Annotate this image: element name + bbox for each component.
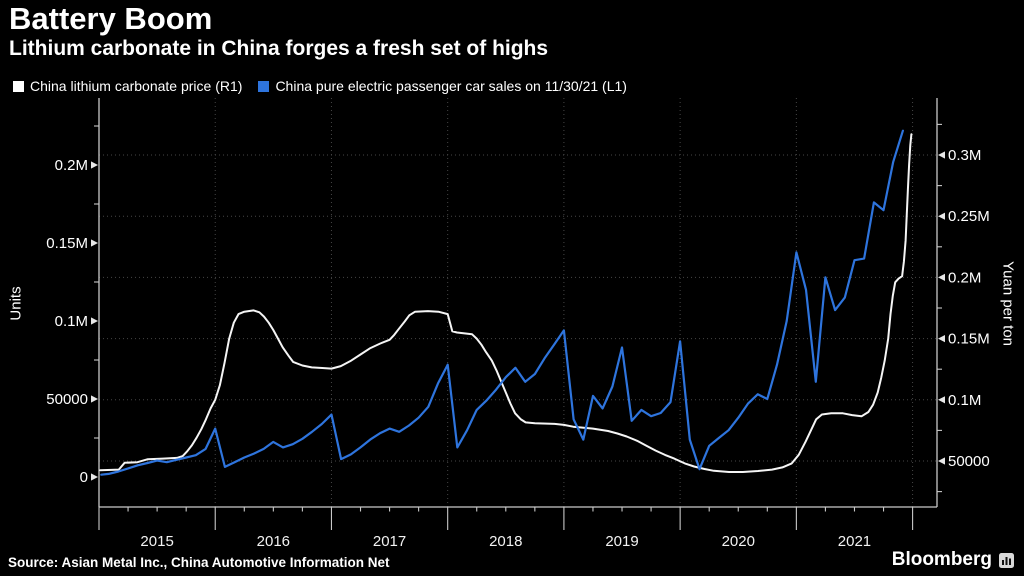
left-tick-arrow-icon <box>91 395 98 403</box>
chart-subtitle: Lithium carbonate in China forges a fres… <box>9 37 549 60</box>
right-tick-arrow-icon <box>938 396 945 404</box>
legend-item-sales: China pure electric passenger car sales … <box>258 78 627 94</box>
left-tick-label: 0.1M <box>55 313 88 330</box>
chart-legend: China lithium carbonate price (R1) China… <box>13 78 627 94</box>
left-tick-arrow-icon <box>91 473 98 481</box>
left-tick-arrow-icon <box>91 161 98 169</box>
right-tick-label: 50000 <box>948 453 990 470</box>
left-axis-title: Units <box>7 286 25 321</box>
right-tick-arrow-icon <box>938 151 945 159</box>
right-tick-arrow-icon <box>938 212 945 220</box>
left-tick-arrow-icon <box>91 317 98 325</box>
right-tick-label: 0.2M <box>948 269 981 286</box>
right-tick-label: 0.15M <box>948 331 990 348</box>
right-tick-arrow-icon <box>938 335 945 343</box>
left-tick-arrow-icon <box>91 239 98 247</box>
right-tick-label: 0.25M <box>948 208 990 225</box>
right-tick-arrow-icon <box>938 273 945 281</box>
right-tick-label: 0.1M <box>948 392 981 409</box>
left-tick-label: 50000 <box>46 391 88 408</box>
legend-label-sales: China pure electric passenger car sales … <box>275 78 627 94</box>
legend-swatch-sales-icon <box>258 80 270 92</box>
right-tick-arrow-icon <box>938 457 945 465</box>
year-label: 2021 <box>838 533 871 550</box>
left-tick-label: 0.15M <box>46 235 88 252</box>
year-label: 2020 <box>722 533 755 550</box>
page-title: Battery Boom <box>9 1 213 36</box>
year-label: 2018 <box>489 533 522 550</box>
year-label: 2015 <box>140 533 173 550</box>
right-axis-title: Yuan per ton <box>999 260 1017 347</box>
left-tick-label: 0.2M <box>55 157 88 174</box>
legend-label-price: China lithium carbonate price (R1) <box>30 78 243 94</box>
bloomberg-wordmark: Bloomberg <box>891 549 992 570</box>
left-tick-label: 0 <box>80 469 88 486</box>
price-line <box>99 133 913 473</box>
bloomberg-terminal-icon <box>999 552 1014 568</box>
year-label: 2017 <box>373 533 406 550</box>
legend-item-price: China lithium carbonate price (R1) <box>13 78 242 94</box>
source-text: Source: Asian Metal Inc., China Automoti… <box>8 555 390 570</box>
bloomberg-logo: Bloomberg <box>892 549 1014 571</box>
year-label: 2019 <box>605 533 638 550</box>
legend-swatch-price-icon <box>13 80 24 92</box>
year-label: 2016 <box>257 533 290 550</box>
right-tick-label: 0.3M <box>948 147 981 164</box>
sales-line <box>100 129 905 476</box>
